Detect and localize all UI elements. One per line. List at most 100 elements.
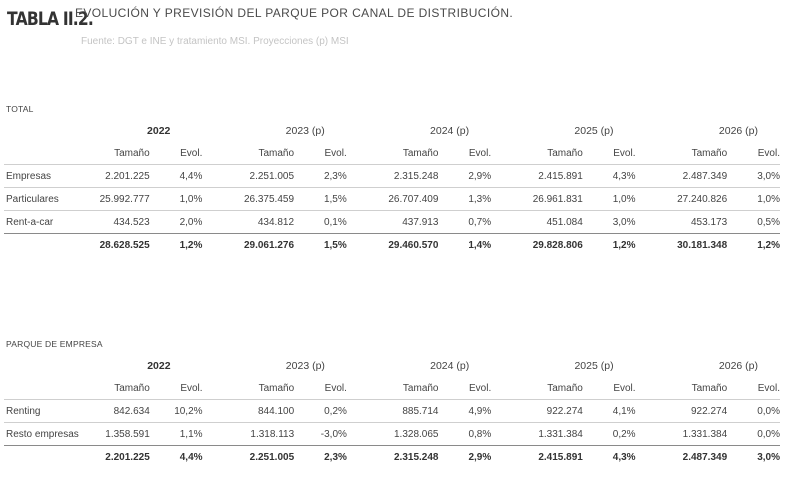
column-gap bbox=[203, 446, 231, 469]
size-header: Tamaño bbox=[663, 142, 728, 165]
column-gap bbox=[346, 164, 375, 188]
size-header: Tamaño bbox=[85, 377, 150, 400]
evolution-header: Evol. bbox=[582, 377, 636, 400]
column-gap bbox=[202, 210, 231, 234]
column-gap bbox=[636, 234, 664, 257]
total-size-cell: 2.487.349 bbox=[682, 451, 728, 463]
year-header-row: 2022 2023 (p) 2024 (p) 2025 (p) 2026 (p) bbox=[4, 120, 780, 142]
total-label-blank bbox=[4, 446, 86, 469]
table-row: Empresas 2.201.225 4,4% 2.251.005 2,3% 2.315.… bbox=[4, 164, 780, 188]
column-gap bbox=[346, 399, 375, 423]
size-header: Tamaño bbox=[230, 377, 295, 400]
total-row: 28.628.525 1,2% 29.061.276 1,5% 29.460.570 1,… bbox=[4, 234, 780, 257]
evolution-cell: 4,1% bbox=[582, 399, 636, 423]
size-cell: 1.318.113 bbox=[230, 422, 295, 446]
column-gap bbox=[635, 164, 664, 188]
total-size-cell: 2.415.891 bbox=[538, 451, 583, 463]
column-gap bbox=[635, 399, 664, 423]
column-gap bbox=[635, 377, 664, 400]
source-note: Fuente: DGT e INE y tratamiento MSI. Pro… bbox=[81, 36, 349, 47]
column-gap bbox=[202, 399, 231, 423]
column-gap bbox=[202, 120, 230, 142]
column-gap bbox=[346, 210, 375, 234]
evolution-cell: 4,4% bbox=[149, 164, 203, 188]
evolution-cell: 4,9% bbox=[438, 399, 492, 423]
column-gap bbox=[635, 422, 664, 446]
column-gap bbox=[347, 234, 375, 257]
row-label: Empresas bbox=[4, 164, 86, 188]
column-gap bbox=[491, 187, 519, 211]
year-header: 2024 (p) bbox=[430, 125, 470, 137]
size-header: Tamaño bbox=[230, 142, 295, 165]
evolution-cell: 0,5% bbox=[727, 210, 780, 234]
table-row: Resto empresas 1.358.591 1,1% 1.318.113 -3,0… bbox=[4, 422, 780, 446]
total-evolution-cell: 4,3% bbox=[612, 451, 636, 463]
year-header: 2022 bbox=[147, 125, 171, 137]
size-header: Tamaño bbox=[85, 142, 150, 165]
size-header: Tamaño bbox=[518, 142, 583, 165]
total-evolution-cell: 2,9% bbox=[468, 451, 492, 463]
evolution-cell: 1,0% bbox=[727, 187, 780, 211]
total-size-cell: 2.315.248 bbox=[394, 451, 439, 463]
evolution-header: Evol. bbox=[727, 142, 780, 165]
header-blank bbox=[4, 355, 86, 377]
column-gap bbox=[202, 234, 230, 257]
year-header: 2024 (p) bbox=[430, 360, 470, 372]
empresa-table: 2022 2023 (p) 2024 (p) 2025 (p) 2026 (p) Tama… bbox=[4, 355, 780, 468]
column-gap bbox=[636, 120, 664, 142]
subheader-row: Tamaño Evol. Tamaño Evol. Tamaño Evol. Tamaño E… bbox=[4, 142, 780, 165]
size-cell: 922.274 bbox=[519, 399, 583, 423]
year-header: 2023 (p) bbox=[285, 360, 325, 372]
size-cell: 2.487.349 bbox=[663, 164, 728, 188]
year-header: 2026 (p) bbox=[718, 360, 758, 372]
evolution-cell: 0,2% bbox=[582, 422, 636, 446]
column-gap bbox=[491, 399, 519, 423]
size-cell: 25.992.777 bbox=[85, 187, 150, 211]
size-cell: 1.331.384 bbox=[519, 422, 583, 446]
size-header: Tamaño bbox=[663, 377, 728, 400]
total-evolution-cell: 1,2% bbox=[179, 239, 203, 251]
evolution-cell: 2,0% bbox=[149, 210, 203, 234]
header-blank bbox=[4, 142, 86, 165]
row-label: Renting bbox=[4, 399, 86, 423]
column-gap bbox=[347, 446, 375, 469]
year-header: 2025 (p) bbox=[574, 360, 614, 372]
size-cell: 434.523 bbox=[85, 210, 150, 234]
evolution-cell: 0,0% bbox=[727, 422, 780, 446]
column-gap bbox=[203, 355, 231, 377]
evolution-cell: 0,2% bbox=[294, 399, 347, 423]
size-cell: 453.173 bbox=[663, 210, 728, 234]
table-code: TABLA II.2. bbox=[7, 8, 94, 30]
total-evolution-cell: 2,3% bbox=[324, 451, 347, 463]
size-cell: 26.961.831 bbox=[518, 187, 583, 211]
row-label: Resto empresas bbox=[4, 422, 86, 446]
evolution-header: Evol. bbox=[438, 377, 492, 400]
total-evolution-cell: 4,4% bbox=[179, 451, 203, 463]
evolution-cell: 1,5% bbox=[294, 187, 347, 211]
table-row: Particulares 25.992.777 1,0% 26.375.459 1,5%… bbox=[4, 187, 780, 211]
year-header: 2022 bbox=[147, 360, 171, 372]
column-gap bbox=[346, 377, 375, 400]
column-gap bbox=[635, 187, 664, 211]
row-label: Rent-a-car bbox=[4, 210, 86, 234]
column-gap bbox=[347, 120, 375, 142]
table-header: TABLA II.2. bbox=[7, 8, 112, 30]
evolution-header: Evol. bbox=[582, 142, 636, 165]
size-cell: 2.415.891 bbox=[518, 164, 583, 188]
evolution-cell: 1,0% bbox=[149, 187, 203, 211]
year-header-row: 2022 2023 (p) 2024 (p) 2025 (p) 2026 (p) bbox=[4, 355, 780, 377]
size-cell: 1.331.384 bbox=[663, 422, 728, 446]
size-cell: 1.358.591 bbox=[85, 422, 150, 446]
evolution-cell: 10,2% bbox=[149, 399, 203, 423]
size-cell: 1.328.065 bbox=[374, 422, 439, 446]
size-cell: 842.634 bbox=[85, 399, 150, 423]
size-header: Tamaño bbox=[519, 377, 583, 400]
size-cell: 2.251.005 bbox=[230, 164, 295, 188]
year-header: 2023 (p) bbox=[285, 125, 325, 137]
total-label-blank bbox=[4, 234, 86, 257]
column-gap bbox=[491, 210, 519, 234]
evolution-cell: 0,7% bbox=[438, 210, 492, 234]
evolution-cell: 0,0% bbox=[727, 399, 780, 423]
column-gap bbox=[202, 422, 231, 446]
column-gap bbox=[635, 142, 664, 165]
